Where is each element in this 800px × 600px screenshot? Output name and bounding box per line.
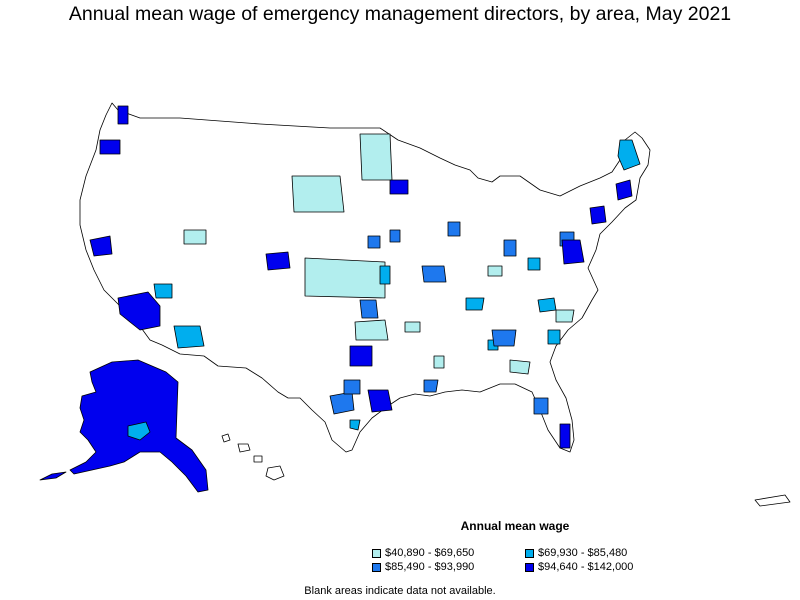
region-tennessee [404,321,421,333]
region-denver [265,251,291,271]
region-maine [617,139,641,171]
region-seattle [117,105,129,125]
region-south-carolina [547,329,561,345]
puerto-rico [754,494,791,507]
region-alabama-south [423,379,439,393]
region-indiana [447,221,461,237]
region-san-antonio [343,379,361,395]
legend-item-4: $94,640 - $142,000 [525,561,633,574]
region-portland [99,139,121,155]
region-tucson [173,325,205,349]
map-title: Annual mean wage of emergency management… [68,3,732,25]
legend-item-1: $40,890 - $69,650 [372,547,474,560]
region-san-francisco [89,235,113,257]
legend-title: Annual mean wage [460,519,570,533]
region-houston [367,389,393,413]
region-oklahoma [354,319,389,341]
region-phoenix [117,291,161,331]
hawaii [221,433,285,481]
region-wichita [367,235,381,249]
region-colorado-west [183,229,207,245]
region-tennessee-east [465,297,485,311]
legend-swatch-1 [372,549,381,558]
region-oklahoma-east [379,265,391,285]
region-new-york [589,205,607,225]
legend-swatch-2 [525,549,534,558]
alaska-aleutians [39,471,67,481]
legend-label-2: $69,930 - $85,480 [538,547,628,559]
region-kentucky [487,265,503,277]
region-boston [615,179,633,201]
legend-label-1: $40,890 - $69,650 [385,547,475,559]
region-texas-coast [349,419,361,431]
region-dallas [349,345,373,367]
legend-swatch-3 [372,563,381,572]
region-south-florida [559,423,571,449]
footnote: Blank areas indicate data not available. [304,585,496,597]
alaska-central-area [127,421,151,441]
region-dc-baltimore [561,239,585,265]
region-arizona-north [153,283,173,299]
region-mississippi [433,355,445,369]
region-tulsa [359,299,379,319]
region-north-carolina [537,297,557,313]
region-ohio [527,257,541,271]
legend-label-4: $94,640 - $142,000 [538,561,634,573]
region-kansas [304,257,386,299]
region-austin [329,391,355,415]
region-kansas-city [421,265,447,283]
legend-item-3: $85,490 - $93,990 [372,561,474,574]
region-iowa [389,229,401,243]
region-georgia-south [509,359,531,375]
region-ohio-west [503,239,517,257]
region-atlanta [491,329,517,347]
region-minnesota-north [359,133,393,181]
legend-item-2: $69,930 - $85,480 [525,547,627,560]
region-virginia [555,309,575,323]
legend-label-3: $85,490 - $93,990 [385,561,475,573]
region-minneapolis [389,179,409,195]
region-south-dakota [291,175,345,213]
legend-swatch-4 [525,563,534,572]
region-florida-west [533,397,549,415]
